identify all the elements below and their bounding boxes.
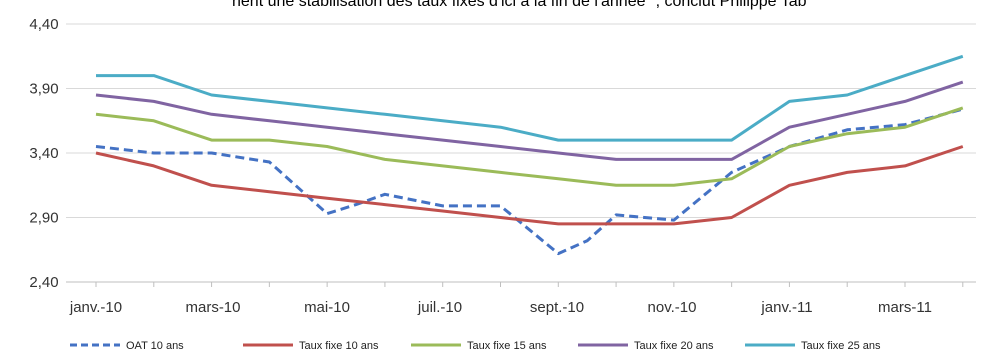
legend-label-taux-fixe-15-ans: Taux fixe 15 ans [467,340,547,352]
x-tick-label: juil.-10 [417,299,462,316]
article-text-snippet: nent une stabilisation des taux fixes d'… [232,0,807,10]
series-lines [95,54,964,256]
y-axis: 4,40 3,90 3,40 2,90 2,40 [29,16,58,291]
y-tick-label: 2,40 [29,274,58,291]
x-tick-label: nov.-10 [648,299,697,316]
series-line-taux-fixe-15-ans [95,106,964,187]
x-tick-label: mars-11 [878,299,932,316]
x-tick-label: mars-10 [185,299,240,316]
series-line-oat-10-ans [95,107,964,256]
x-tick-label: janv.-11 [760,299,812,316]
y-tick-label: 3,90 [29,81,58,98]
legend-label-taux-fixe-10-ans: Taux fixe 10 ans [299,340,379,352]
legend-label-oat-10-ans: OAT 10 ans [126,340,184,352]
legend-label-taux-fixe-25-ans: Taux fixe 25 ans [801,340,881,352]
legend-label-taux-fixe-20-ans: Taux fixe 20 ans [634,340,714,352]
x-axis: janv.-10 mars-10 mai-10 juil.-10 sept.-10 nov… [66,281,976,316]
x-tick-label: sept.-10 [530,299,584,316]
y-tick-label: 2,90 [29,210,58,227]
series-line-taux-fixe-20-ans [95,80,964,161]
y-tick-label: 4,40 [29,16,58,33]
series-line-taux-fixe-25-ans [96,54,964,142]
x-tick-label: janv.-10 [69,299,122,316]
legend: OAT 10 ans Taux fixe 10 ans Taux fixe 15 a… [70,340,881,352]
y-tick-label: 3,40 [29,145,58,162]
series-line-taux-fixe-10-ans [95,145,964,226]
x-tick-label: mai-10 [304,299,350,316]
